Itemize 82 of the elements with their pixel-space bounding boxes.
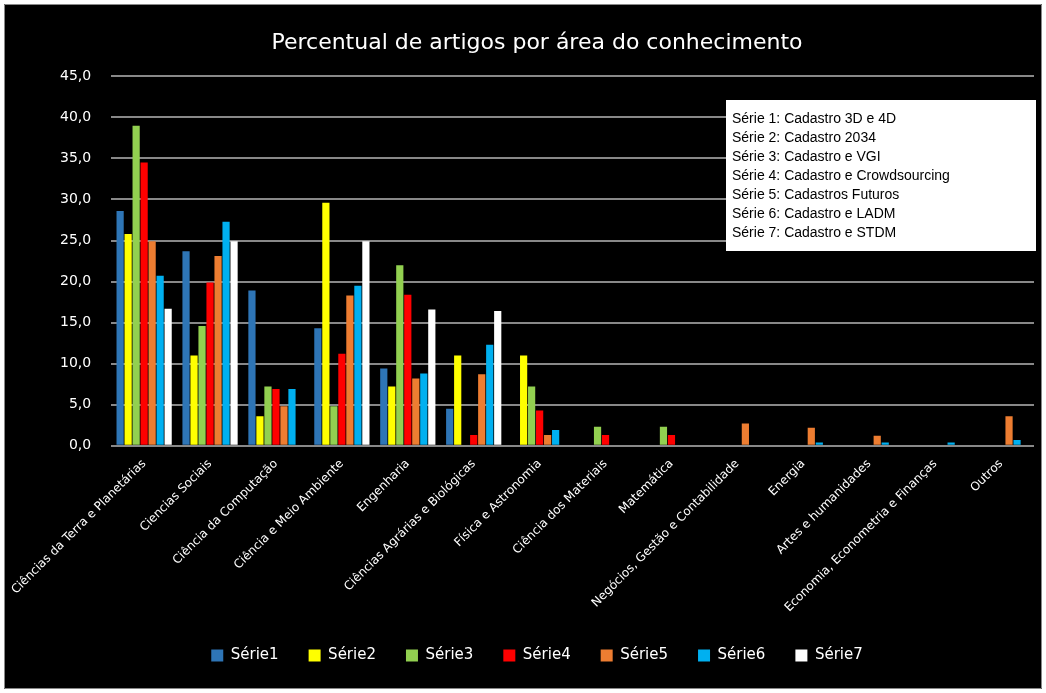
bar — [388, 386, 396, 445]
legend-label: Série3 — [425, 645, 474, 664]
bar — [528, 386, 536, 445]
y-tick-label: 45,0 — [60, 67, 92, 84]
legend-label: Série2 — [328, 645, 376, 664]
bar — [428, 309, 436, 445]
bar — [338, 353, 346, 445]
bar — [659, 426, 668, 445]
bar — [396, 265, 404, 445]
bar — [272, 389, 280, 445]
legend-label: Série6 — [717, 645, 766, 664]
annotation: Série 1: Cadastro 3D e 4D — [732, 109, 898, 128]
bar — [206, 282, 214, 445]
bar — [314, 328, 322, 445]
bar — [593, 426, 602, 445]
annotation: Série 3: Cadastro e VGI — [732, 147, 882, 166]
bar — [420, 373, 428, 445]
bar — [190, 355, 198, 445]
bar — [380, 368, 388, 445]
bar — [362, 241, 370, 445]
bar — [354, 285, 362, 445]
bar — [264, 386, 272, 445]
bar — [164, 308, 172, 445]
bar — [404, 294, 412, 445]
bar — [544, 435, 552, 445]
bar — [454, 355, 462, 445]
bar — [256, 416, 264, 445]
bar — [478, 374, 486, 445]
bar — [148, 241, 156, 445]
bar — [412, 378, 420, 445]
annotation: Série 4: Cadastro e Crowdsourcing — [732, 166, 951, 185]
legend-label: Série5 — [620, 645, 669, 664]
y-tick-label: 35,0 — [60, 149, 92, 166]
y-tick-label: 10,0 — [60, 354, 92, 371]
bar — [536, 410, 544, 445]
bar — [881, 442, 889, 445]
bar — [741, 423, 749, 445]
legend-label: Série7 — [814, 645, 863, 664]
bar — [947, 442, 955, 445]
annotation: Série 5: Cadastros Futuros — [732, 185, 901, 204]
bar — [601, 435, 610, 445]
bar — [873, 435, 881, 445]
bar — [280, 406, 288, 445]
bar — [667, 435, 676, 445]
bar — [230, 241, 238, 445]
bar — [815, 442, 823, 445]
bar — [222, 221, 230, 445]
bar — [322, 202, 330, 445]
bar — [198, 325, 206, 445]
bar — [446, 408, 454, 445]
y-tick-label: 15,0 — [60, 313, 92, 330]
legend-label: Série1 — [230, 645, 279, 664]
annotation: Série 2: Cadastro 2034 — [732, 128, 877, 147]
bar — [520, 355, 528, 445]
chart-title: Percentual de artigos por área do conhecimento — [271, 28, 803, 54]
bar — [182, 251, 190, 445]
bar — [288, 389, 296, 445]
bar — [248, 290, 256, 445]
bar — [330, 406, 338, 445]
bar — [494, 311, 502, 445]
bar — [346, 295, 354, 445]
bar — [132, 125, 140, 445]
bar — [807, 427, 815, 445]
bar — [486, 344, 494, 445]
bar — [1013, 439, 1021, 445]
annotation: Série 6: Cadastro e LADM — [732, 204, 897, 223]
y-tick-label: 30,0 — [60, 190, 92, 207]
y-tick-label: 5,0 — [68, 395, 92, 412]
y-tick-label: 0,0 — [68, 436, 92, 453]
bar — [214, 256, 222, 445]
bar — [552, 430, 560, 445]
bar — [124, 233, 132, 445]
bar — [156, 275, 164, 445]
bar — [140, 162, 148, 445]
annotation: Série 7: Cadastro e STDM — [732, 223, 898, 242]
y-tick-label: 25,0 — [60, 231, 92, 248]
y-tick-label: 20,0 — [60, 272, 92, 289]
bar — [1005, 416, 1013, 445]
bar — [470, 435, 478, 445]
bar — [116, 210, 124, 445]
legend-label: Série4 — [522, 645, 571, 664]
y-tick-label: 40,0 — [60, 108, 92, 125]
